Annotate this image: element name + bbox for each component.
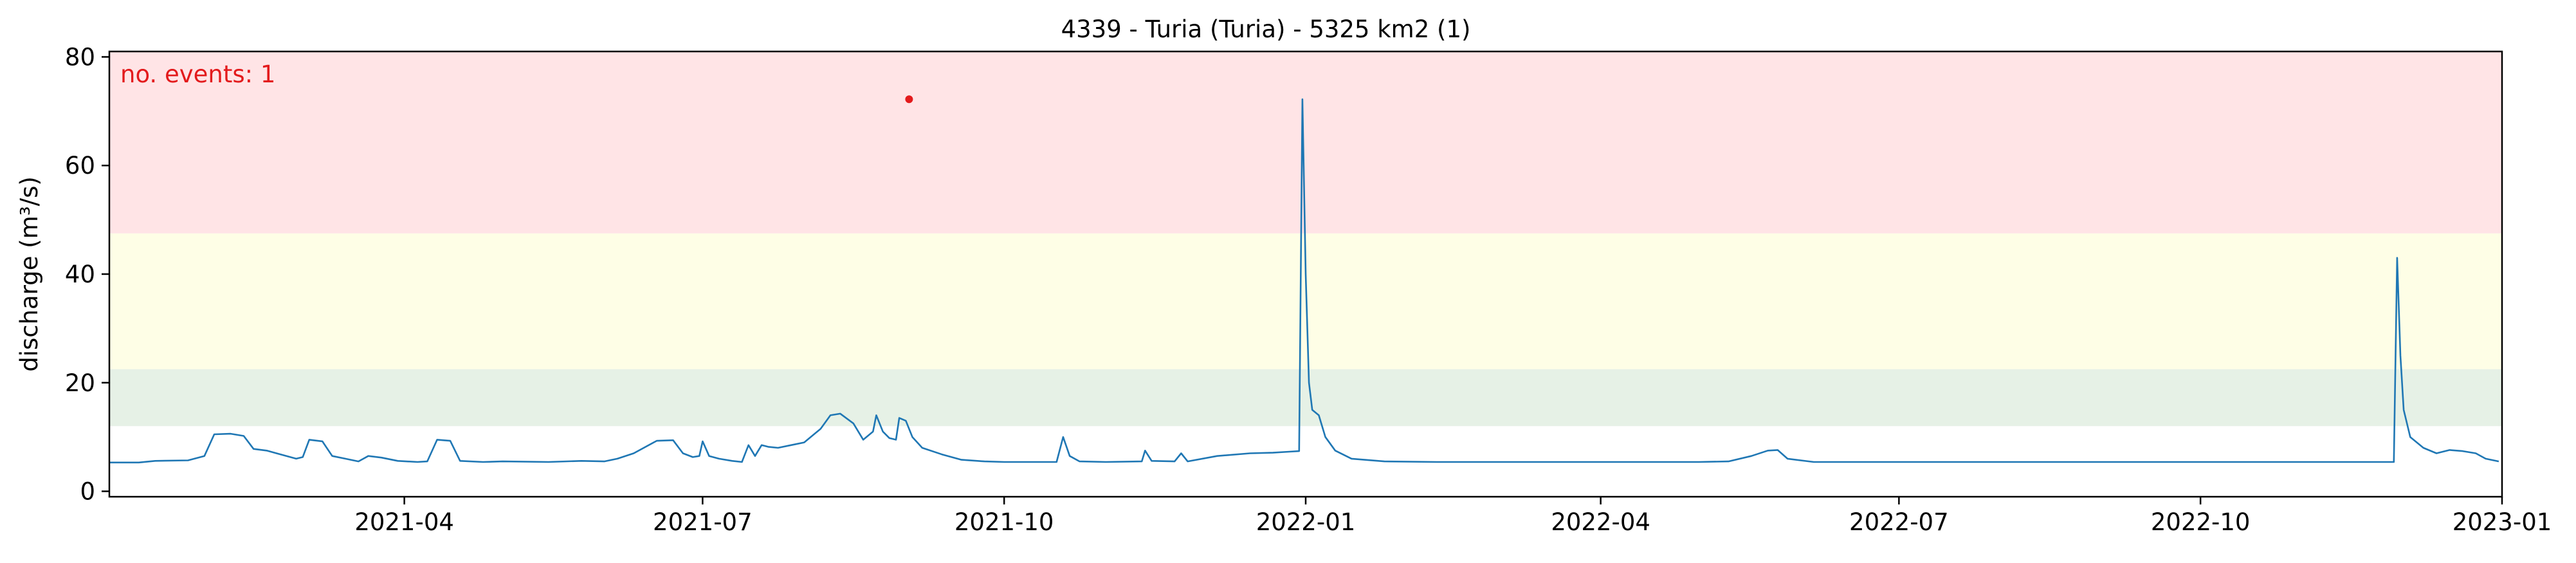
y-tick-label: 80 xyxy=(65,43,95,71)
x-tick-label: 2022-10 xyxy=(2151,508,2251,536)
chart-title: 4339 - Turia (Turia) - 5325 km2 (1) xyxy=(1061,15,1471,43)
series-line-0 xyxy=(109,98,2499,464)
x-tick-label: 2021-10 xyxy=(955,508,1054,536)
event-points xyxy=(905,95,913,104)
x-tick-label: 2022-04 xyxy=(1551,508,1650,536)
x-tick-label: 2021-07 xyxy=(653,508,753,536)
event-point-0 xyxy=(905,95,913,104)
y-tick-label: 0 xyxy=(80,478,95,506)
x-tick-label: 2022-01 xyxy=(1256,508,1356,536)
threshold-band-0 xyxy=(109,369,2502,427)
y-tick-label: 60 xyxy=(65,152,95,180)
x-tick-label: 2021-04 xyxy=(354,508,454,536)
y-axis-label: discharge (m³/s) xyxy=(15,176,43,372)
x-tick-label: 2023-01 xyxy=(2453,508,2552,536)
events-annotation: no. events: 1 xyxy=(120,60,275,88)
y-tick-label: 20 xyxy=(65,369,95,397)
series-layer xyxy=(109,98,2499,464)
x-axis: 2021-04 2021-07 2021-10 2022-01 2022-04 2022-… xyxy=(354,497,2552,536)
y-axis: 0 20 40 60 80 xyxy=(65,43,109,506)
y-tick-label: 40 xyxy=(65,261,95,288)
threshold-band-2 xyxy=(109,51,2502,234)
threshold-bands xyxy=(109,51,2502,427)
x-tick-label: 2022-07 xyxy=(1849,508,1949,536)
